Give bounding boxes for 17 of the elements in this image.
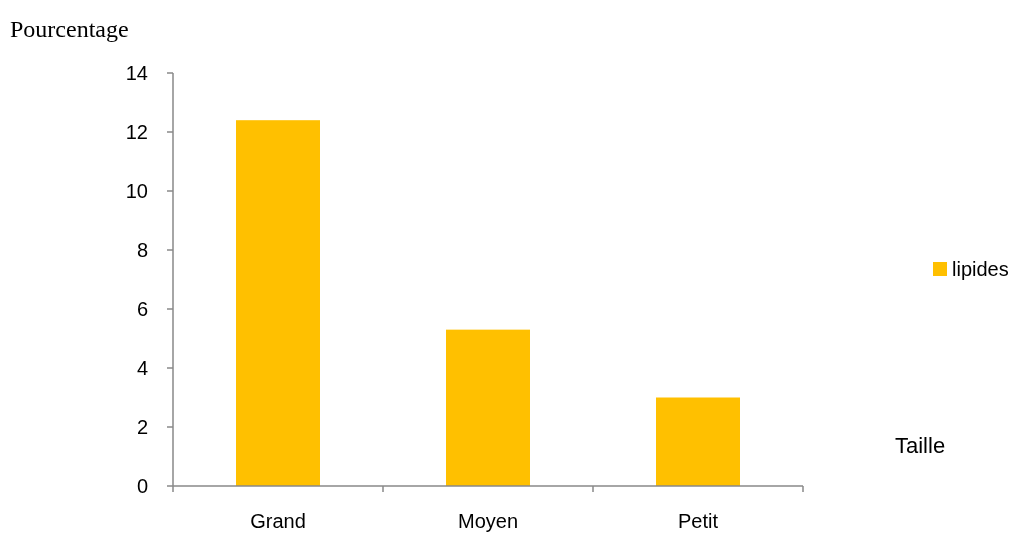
bar [446,329,530,486]
y-axis-title: Pourcentage [10,16,129,42]
y-tick-label: 6 [136,298,148,320]
x-tick-label: Petit [677,510,719,532]
x-tick-label: Grand [250,510,306,532]
bar [236,120,320,486]
y-tick-label: 12 [125,121,148,143]
y-tick-label: 0 [136,475,148,497]
y-tick-label: 14 [125,62,148,84]
bar [656,397,740,486]
x-tick-label: Moyen [457,510,519,532]
y-tick-label: 10 [125,180,148,202]
legend-label: lipides [952,258,1009,280]
y-tick-label: 8 [136,239,148,261]
y-tick-label: 4 [136,357,148,379]
y-tick-label: 2 [136,416,148,438]
x-axis-title: Taille [895,433,946,458]
